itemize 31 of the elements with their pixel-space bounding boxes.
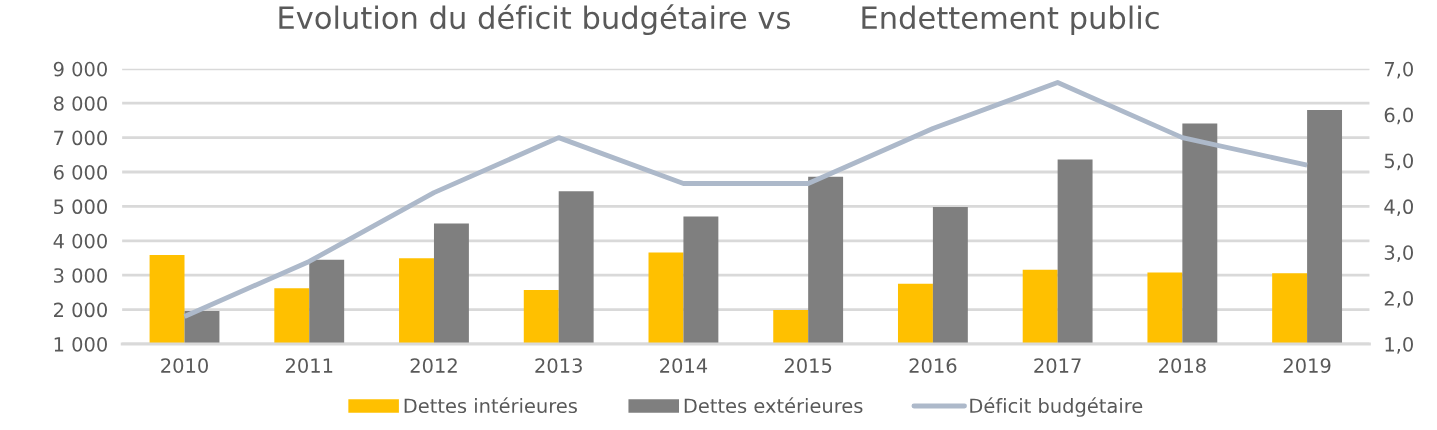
y-tick-label: 9 000 — [53, 61, 107, 77]
y-tick-label: 8 000 — [53, 96, 107, 111]
x-tick-label: 2012 — [410, 358, 457, 373]
line-series — [182, 80, 1310, 319]
x-tick-label: 2017 — [1034, 358, 1081, 373]
legend-label: Dettes intérieures — [404, 397, 577, 414]
y2-tick-label: 2,0 — [1384, 291, 1413, 308]
y-tick-label: 7 000 — [54, 130, 107, 146]
x-tick-label: 2019 — [1283, 358, 1331, 373]
x-tick-label: 2011 — [285, 358, 333, 373]
chart-title: Evolution du déficit budgétaire vs Endettement public — [279, 4, 1159, 36]
y-tick-label: 6 000 — [53, 164, 107, 180]
legend-label: Dettes extérieures — [684, 397, 863, 414]
legend-label: Déficit budgétaire — [970, 397, 1143, 417]
y2-tick-label: 4,0 — [1384, 199, 1413, 217]
x-tick-label: 2013 — [535, 358, 582, 373]
x-tick-label: 2015 — [784, 358, 832, 373]
y-tick-label: 5 000 — [54, 199, 107, 215]
x-tick-label: 2010 — [161, 358, 208, 373]
y-tick-label: 1 000 — [54, 336, 107, 352]
x-tick-label: 2016 — [909, 358, 957, 373]
y2-tick-label: 5,0 — [1384, 153, 1413, 171]
y-tick-label: 2 000 — [54, 302, 107, 318]
x-tick-label: 2014 — [660, 358, 708, 373]
y2-tick-label: 6,0 — [1384, 107, 1413, 125]
y-tick-label: 3 000 — [54, 268, 107, 283]
y2-tick-label: 3,0 — [1384, 245, 1413, 262]
y2-tick-label: 7,0 — [1384, 61, 1413, 79]
y2-tick-label: 1,0 — [1385, 336, 1413, 354]
y-tick-label: 4 000 — [53, 233, 107, 249]
x-tick-label: 2018 — [1159, 358, 1206, 373]
